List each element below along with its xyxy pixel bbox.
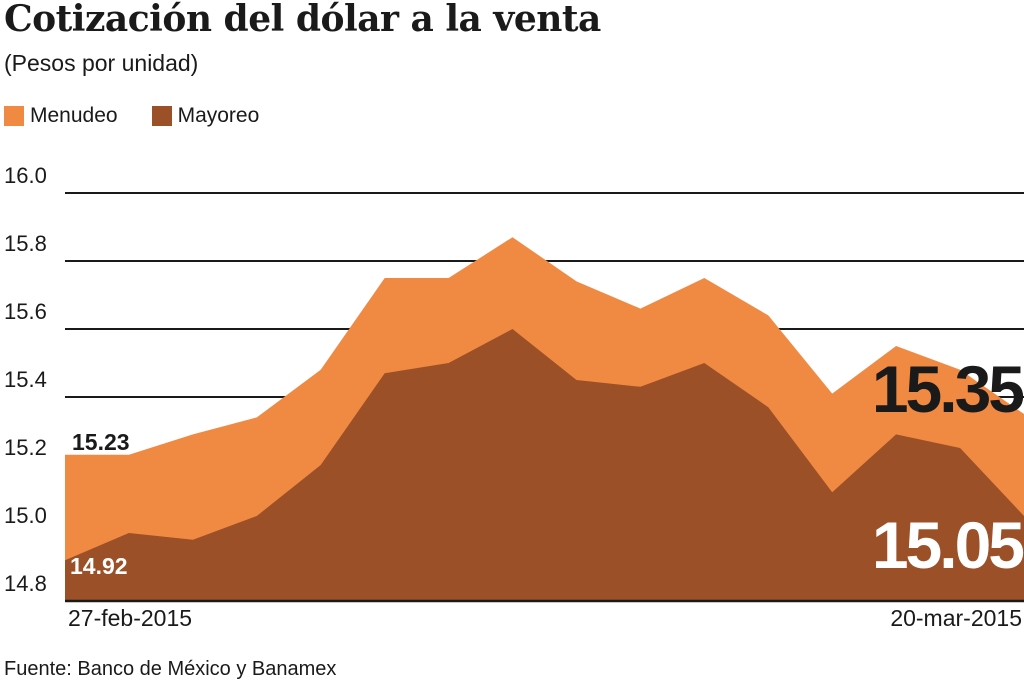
chart-title: Cotización del dólar a la venta	[4, 0, 601, 40]
y-axis: 16.0 15.8 15.6 15.4 15.2 15.0 14.8	[4, 163, 47, 596]
source-note: Fuente: Banco de México y Banamex	[4, 658, 337, 680]
x-tick-start: 27-feb-2015	[68, 605, 192, 631]
y-tick-label: 15.2	[4, 435, 47, 460]
x-axis: 27-feb-2015 20-mar-2015	[68, 605, 1022, 631]
area-mayoreo	[65, 329, 1024, 601]
y-tick-label: 14.8	[4, 571, 47, 596]
y-tick-label: 15.4	[4, 367, 47, 392]
legend: Menudeo Mayoreo	[4, 104, 293, 128]
y-tick-label: 15.6	[4, 299, 47, 324]
label-mayoreo-end: 15.05	[872, 508, 1023, 582]
y-tick-label: 15.0	[4, 503, 47, 528]
legend-swatch-menudeo	[4, 106, 24, 126]
x-tick-end: 20-mar-2015	[890, 605, 1022, 631]
chart-subtitle: (Pesos por unidad)	[4, 50, 199, 76]
label-menudeo-start: 15.23	[72, 429, 130, 455]
legend-item-menudeo: Menudeo	[4, 104, 118, 128]
legend-swatch-mayoreo	[151, 106, 172, 126]
y-tick-label: 15.8	[4, 231, 47, 256]
label-menudeo-end: 15.35	[872, 352, 1023, 426]
legend-label-mayoreo: Mayoreo	[177, 104, 260, 127]
series-areas	[65, 237, 1024, 601]
y-tick-label: 16.0	[4, 163, 47, 188]
data-labels: 15.23 14.92 15.35 15.05	[70, 352, 1024, 582]
legend-item-mayoreo: Mayoreo	[151, 104, 260, 128]
legend-label-menudeo: Menudeo	[30, 104, 118, 127]
label-mayoreo-start: 14.92	[70, 553, 128, 579]
